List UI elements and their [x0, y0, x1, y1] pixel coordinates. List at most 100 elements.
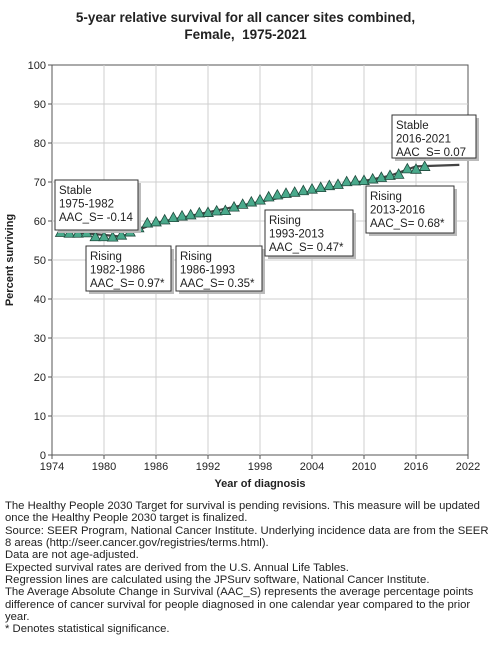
footnote: * Denotes statistical significance.	[5, 623, 170, 636]
footnote: Expected survival rates are derived from…	[5, 561, 349, 574]
x-axis-ticks: 1974 1980 1986 1992 1998 2004 2010 2016 2022	[40, 455, 480, 473]
data-point	[280, 187, 292, 198]
data-point	[262, 190, 275, 202]
annotation-line: AAC_S= 0.47*	[269, 242, 344, 254]
y-tick-label: 0	[40, 450, 46, 462]
data-point	[375, 171, 388, 182]
annotation-line: Rising	[269, 215, 301, 227]
annotation-line: AAC_S= 0.97*	[90, 278, 165, 290]
data-point	[176, 209, 188, 221]
data-point	[323, 179, 336, 191]
annotation-line: Rising	[370, 191, 402, 203]
data-point	[288, 186, 301, 197]
data-point	[392, 168, 405, 179]
annotation-line: AAC_S= 0.35*	[180, 278, 255, 290]
annotation-box	[391, 114, 477, 159]
y-tick-label: 60	[34, 216, 46, 228]
data-point	[228, 200, 240, 212]
data-point	[254, 193, 266, 205]
data-point	[358, 174, 370, 186]
chart-title-line-1: 5-year relative survival for all cancer …	[75, 10, 416, 25]
annotation-line: Stable	[59, 185, 92, 197]
annotation-line: AAC_S= -0.14	[59, 212, 133, 224]
annotation-line: Stable	[396, 120, 429, 132]
x-tick-label: 1998	[248, 461, 272, 473]
data-point	[193, 206, 206, 218]
footnote: Regression lines are calculated using th…	[5, 574, 430, 587]
data-point	[349, 174, 362, 186]
data-point	[141, 216, 154, 228]
data-point	[219, 204, 232, 216]
annotation-line: 2016-2021	[396, 134, 451, 146]
data-point	[98, 230, 110, 242]
annotation-box	[85, 245, 172, 292]
annotation-line: AAC_S= 0.07	[396, 147, 466, 159]
data-point	[202, 206, 214, 217]
data-point	[184, 208, 197, 220]
y-axis-label: Percent surviving	[4, 214, 16, 306]
data-point	[158, 213, 171, 225]
data-point	[167, 211, 180, 223]
y-tick-label: 100	[28, 60, 46, 72]
data-point	[401, 162, 414, 174]
data-point	[314, 181, 327, 193]
data-point	[306, 182, 318, 194]
data-point	[410, 163, 422, 174]
y-tick-label: 80	[34, 138, 46, 150]
y-tick-label: 10	[34, 411, 46, 423]
data-points	[54, 160, 431, 242]
data-point	[366, 172, 379, 184]
data-point	[106, 230, 119, 242]
data-point	[236, 198, 249, 209]
data-point	[332, 178, 344, 189]
annotation-box	[54, 179, 139, 231]
annotation-box	[264, 209, 354, 257]
data-point	[115, 229, 128, 240]
x-tick-label: 2016	[404, 461, 428, 473]
annotation-line: 2013-2016	[370, 205, 425, 217]
data-point	[210, 204, 223, 216]
data-point	[271, 188, 284, 200]
footnote: Data are not age-adjusted.	[5, 549, 139, 562]
data-point	[150, 215, 162, 227]
annotation-line: Rising	[90, 251, 122, 263]
annotation-line: Rising	[180, 251, 212, 263]
y-tick-label: 40	[34, 294, 46, 306]
y-tick-label: 50	[34, 255, 46, 267]
footnote: The Average Absolute Change in Survival …	[5, 586, 474, 624]
chart-title: 5-year relative survival for all cancer …	[0, 9, 491, 43]
x-tick-label: 1986	[144, 461, 168, 473]
data-point	[418, 160, 431, 171]
x-tick-label: 1974	[40, 461, 64, 473]
y-tick-label: 20	[34, 372, 46, 384]
y-tick-label: 30	[34, 333, 46, 345]
x-tick-label: 2022	[456, 461, 480, 473]
data-point	[245, 195, 258, 207]
footnotes: The Healthy People 2030 Target for survi…	[5, 500, 489, 636]
x-tick-label: 2004	[300, 461, 324, 473]
footnote: The Healthy People 2030 Target for survi…	[5, 500, 480, 525]
x-tick-label: 2010	[352, 461, 376, 473]
annotation-box	[175, 245, 263, 292]
x-tick-label: 1980	[92, 461, 116, 473]
data-point	[384, 169, 396, 180]
y-axis-ticks: 0 10 20 30 40 50 60 70 80 90 100	[28, 60, 52, 462]
y-tick-label: 90	[34, 99, 46, 111]
annotation-box	[365, 185, 455, 234]
annotation-line: 1993-2013	[269, 229, 324, 241]
x-axis-label: Year of diagnosis	[214, 478, 305, 490]
data-point	[89, 230, 102, 242]
annotation-line: AAC_S= 0.68*	[370, 218, 445, 230]
annotation-line: 1982-1986	[90, 265, 145, 277]
footnote: Source: SEER Program, National Cancer In…	[5, 524, 489, 550]
data-point	[297, 184, 310, 196]
annotation-line: 1975-1982	[59, 199, 114, 211]
y-tick-label: 70	[34, 177, 46, 189]
x-tick-label: 1992	[196, 461, 220, 473]
